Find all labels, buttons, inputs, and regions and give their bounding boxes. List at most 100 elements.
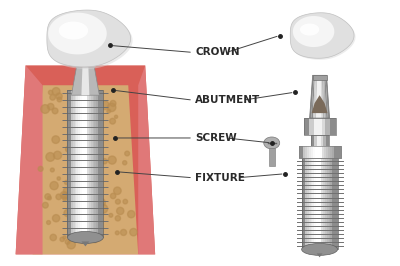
Text: CROWN: CROWN <box>195 47 240 57</box>
Bar <box>73 90 75 238</box>
Circle shape <box>76 187 82 193</box>
Circle shape <box>50 168 54 172</box>
Circle shape <box>48 103 54 110</box>
Circle shape <box>108 156 116 164</box>
Circle shape <box>80 130 85 135</box>
Bar <box>68 90 103 238</box>
Bar <box>318 135 320 155</box>
Bar <box>312 118 314 135</box>
Bar <box>316 158 318 250</box>
Circle shape <box>80 191 89 200</box>
Ellipse shape <box>302 243 338 255</box>
Bar <box>333 118 336 135</box>
Circle shape <box>88 209 95 215</box>
Circle shape <box>50 95 56 100</box>
Bar <box>306 118 309 135</box>
Bar <box>330 118 333 135</box>
Bar <box>71 90 73 238</box>
Bar <box>318 146 320 158</box>
Circle shape <box>60 192 68 199</box>
Bar <box>320 118 322 135</box>
Bar <box>299 146 340 158</box>
Circle shape <box>57 97 62 102</box>
Circle shape <box>64 188 68 193</box>
Polygon shape <box>49 12 132 69</box>
Bar <box>307 146 309 158</box>
Ellipse shape <box>264 137 280 149</box>
Bar <box>330 146 332 158</box>
Bar <box>314 118 317 135</box>
Polygon shape <box>321 75 323 118</box>
Bar <box>91 90 92 238</box>
Circle shape <box>123 161 127 165</box>
Bar <box>328 118 330 135</box>
Polygon shape <box>300 24 319 36</box>
Polygon shape <box>72 67 99 95</box>
Bar <box>330 158 332 250</box>
Bar <box>92 90 94 238</box>
Bar <box>317 118 320 135</box>
Circle shape <box>52 108 58 114</box>
Polygon shape <box>324 75 328 118</box>
Circle shape <box>66 146 71 152</box>
Circle shape <box>110 101 116 106</box>
Bar <box>100 90 102 238</box>
Polygon shape <box>82 67 89 95</box>
Bar <box>325 118 328 135</box>
Circle shape <box>52 136 60 143</box>
Polygon shape <box>312 95 328 113</box>
Bar <box>327 135 328 155</box>
Polygon shape <box>322 75 324 118</box>
Bar <box>321 135 322 155</box>
Bar <box>98 90 100 238</box>
Circle shape <box>83 197 89 204</box>
Circle shape <box>81 236 88 243</box>
Bar <box>311 146 313 158</box>
Circle shape <box>116 199 120 204</box>
Bar <box>299 146 340 158</box>
Polygon shape <box>313 75 316 118</box>
Bar <box>332 146 334 158</box>
Circle shape <box>82 127 91 135</box>
Circle shape <box>97 101 103 106</box>
Polygon shape <box>320 75 321 118</box>
Bar <box>315 146 318 158</box>
Circle shape <box>48 196 51 200</box>
Circle shape <box>67 240 75 249</box>
Circle shape <box>125 151 130 156</box>
Circle shape <box>114 187 121 194</box>
Bar <box>334 158 336 250</box>
Bar <box>334 146 336 158</box>
Circle shape <box>63 197 67 201</box>
Bar <box>326 135 327 155</box>
Bar <box>324 135 326 155</box>
Bar <box>311 158 312 250</box>
Polygon shape <box>313 75 326 80</box>
Circle shape <box>69 102 77 109</box>
Circle shape <box>130 228 137 236</box>
Circle shape <box>107 109 111 113</box>
Bar <box>307 158 309 250</box>
Polygon shape <box>325 75 330 118</box>
Text: ABUTMENT: ABUTMENT <box>195 95 260 105</box>
Circle shape <box>69 218 77 226</box>
Bar <box>327 158 328 250</box>
Text: SCREW: SCREW <box>195 133 237 143</box>
Circle shape <box>54 151 62 159</box>
Circle shape <box>108 103 116 112</box>
Bar <box>338 146 340 158</box>
Bar <box>89 90 91 238</box>
Circle shape <box>64 180 68 184</box>
Bar <box>326 146 328 158</box>
Circle shape <box>109 213 113 217</box>
Bar <box>85 90 87 238</box>
Bar <box>336 146 338 158</box>
Bar <box>87 90 89 238</box>
Bar <box>94 90 96 238</box>
Ellipse shape <box>68 231 103 243</box>
Bar <box>314 158 316 250</box>
Circle shape <box>110 118 116 124</box>
Bar <box>314 135 315 155</box>
Bar <box>315 135 316 155</box>
Circle shape <box>62 192 68 199</box>
